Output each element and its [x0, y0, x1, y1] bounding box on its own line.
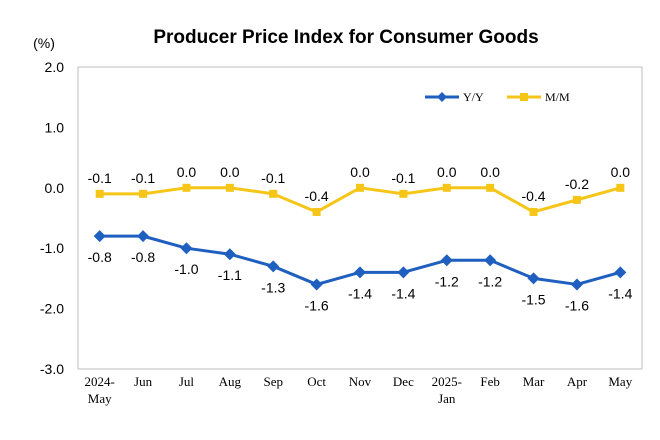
- data-label: -0.8: [88, 249, 112, 265]
- data-point-yy: [614, 266, 627, 279]
- data-point-mm: [139, 189, 148, 198]
- legend: Y/Y M/M: [425, 90, 570, 104]
- data-point-mm: [399, 189, 408, 198]
- data-point-yy: [354, 266, 366, 279]
- x-tick-label: May: [88, 391, 112, 406]
- data-label: -0.4: [521, 188, 545, 204]
- data-label: -1.6: [305, 297, 329, 313]
- chart-title: Producer Price Index for Consumer Goods: [153, 27, 538, 48]
- data-label: 0.0: [220, 164, 240, 180]
- data-label: 0.0: [611, 164, 631, 180]
- y-unit-label: (%): [33, 35, 55, 51]
- data-label: 0.0: [437, 164, 457, 180]
- data-label: -1.6: [565, 297, 589, 313]
- x-tick-label: 2024-: [85, 374, 115, 389]
- data-point-mm: [529, 207, 538, 216]
- legend-label: M/M: [545, 90, 570, 104]
- data-label: -1.2: [478, 273, 502, 289]
- y-tick-label: 0.0: [45, 180, 65, 196]
- data-label: 0.0: [177, 164, 197, 180]
- data-point-yy: [397, 266, 410, 279]
- x-tick-label: Apr: [567, 374, 588, 389]
- data-point-mm: [486, 183, 495, 192]
- y-tick-label: 1.0: [45, 119, 65, 135]
- plot-area-border: [77, 66, 643, 370]
- data-point-mm: [312, 207, 321, 216]
- series-layer: [93, 183, 627, 291]
- x-tick-label: Nov: [349, 374, 372, 389]
- data-label: -1.2: [435, 273, 459, 289]
- data-label: 0.0: [480, 164, 500, 180]
- data-point-mm: [95, 189, 104, 198]
- data-point-yy: [570, 278, 583, 291]
- y-axis: 2.0 1.0 0.0 -1.0 -2.0 -3.0: [40, 59, 64, 377]
- data-point-yy: [484, 254, 497, 267]
- x-tick-label: Dec: [393, 374, 414, 389]
- data-point-yy: [310, 278, 323, 291]
- data-point-mm: [442, 183, 451, 192]
- y-tick-label: -3.0: [40, 361, 64, 377]
- data-point-yy: [137, 230, 150, 243]
- data-label: -0.4: [305, 188, 329, 204]
- legend-marker: [520, 93, 528, 101]
- x-tick-label: Mar: [523, 374, 545, 389]
- data-label: 0.0: [350, 164, 370, 180]
- x-tick-label: Aug: [219, 374, 242, 389]
- data-point-yy: [223, 248, 236, 261]
- data-point-yy: [93, 230, 106, 243]
- data-label: -0.8: [131, 249, 155, 265]
- legend-marker: [437, 92, 447, 102]
- x-tick-label: Jan: [438, 391, 456, 406]
- y-tick-label: -1.0: [40, 240, 64, 256]
- y-tick-label: -2.0: [40, 301, 64, 317]
- data-label: -0.1: [131, 170, 155, 186]
- data-point-mm: [616, 183, 625, 192]
- data-label: -1.0: [174, 261, 198, 277]
- x-tick-label: May: [608, 374, 632, 389]
- x-tick-label: 2025-: [432, 374, 462, 389]
- legend-label: Y/Y: [463, 90, 484, 104]
- x-tick-label: Jul: [179, 374, 195, 389]
- data-label: -1.4: [391, 285, 415, 301]
- x-tick-label: Jun: [134, 374, 153, 389]
- y-tick-label: 2.0: [45, 59, 65, 75]
- data-point-yy: [527, 272, 540, 285]
- x-tick-label: Oct: [307, 374, 326, 389]
- data-label: -1.5: [521, 291, 545, 307]
- data-label: -0.2: [565, 176, 589, 192]
- data-point-yy: [180, 242, 193, 255]
- data-label: -1.4: [608, 285, 632, 301]
- data-point-mm: [356, 183, 364, 192]
- data-label: -0.1: [391, 170, 415, 186]
- data-point-yy: [267, 260, 280, 273]
- data-point-mm: [269, 189, 278, 198]
- data-point-mm: [225, 183, 234, 192]
- x-axis: 2024- May Jun Jul Aug Sep Oct Nov Dec 2025- Jan Feb…: [85, 374, 633, 406]
- data-label: -0.1: [88, 170, 112, 186]
- data-labels: -0.8 -0.8 -1.0 -1.1 -1.3 -1.6 -1.4 -1.4 -1.2 -1.2…: [88, 164, 633, 314]
- x-tick-label: Sep: [263, 374, 283, 389]
- x-tick-label: Feb: [480, 374, 500, 389]
- data-point-mm: [182, 183, 191, 192]
- data-point-mm: [572, 195, 581, 204]
- data-label: -0.1: [261, 170, 285, 186]
- data-label: -1.1: [218, 267, 242, 283]
- data-point-yy: [440, 254, 453, 267]
- data-label: -1.4: [348, 285, 372, 301]
- data-label: -1.3: [261, 279, 285, 295]
